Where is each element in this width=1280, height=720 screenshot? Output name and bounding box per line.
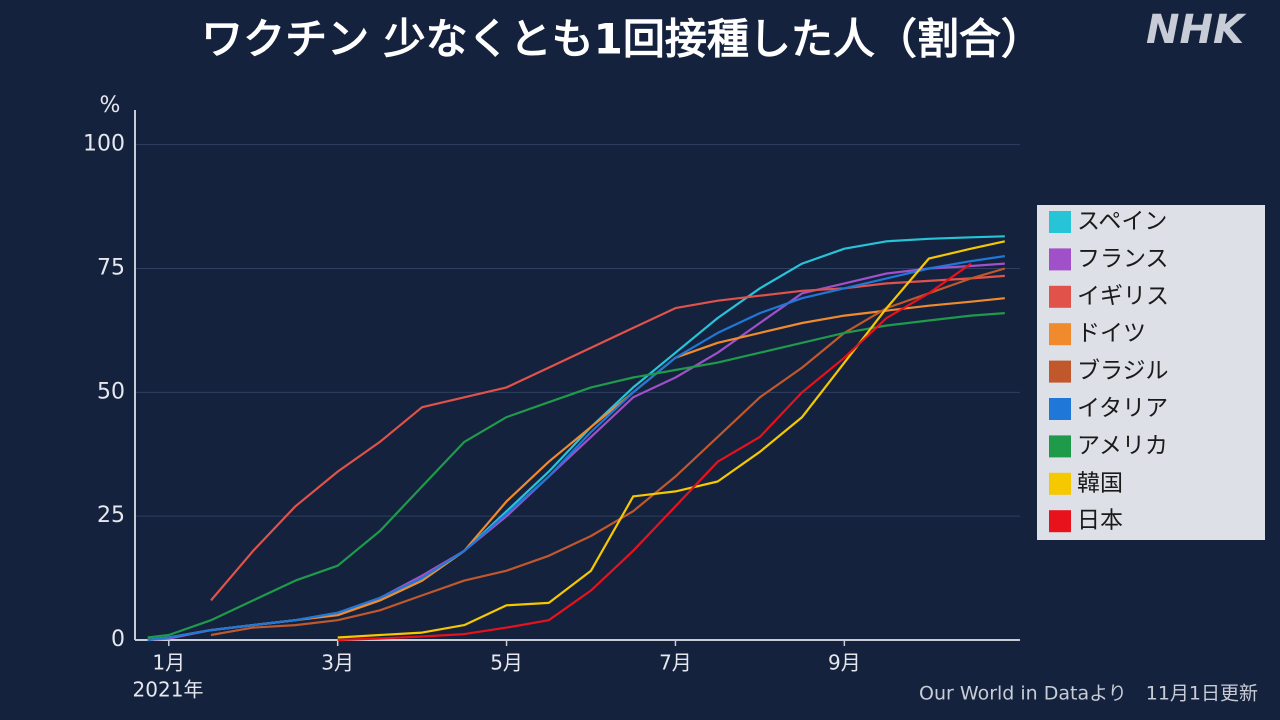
series-line bbox=[147, 312, 1005, 639]
legend-swatch bbox=[1049, 285, 1071, 308]
series-line bbox=[337, 262, 972, 642]
x-axis-year: 2021年 bbox=[133, 678, 204, 702]
chart-title: ワクチン 少なくとも1回接種した人（割合） bbox=[201, 15, 1043, 64]
x-tick-label: 5月 bbox=[490, 651, 523, 675]
y-tick-label: 100 bbox=[83, 132, 125, 157]
y-tick-label: 0 bbox=[111, 627, 125, 652]
legend-label: ブラジル bbox=[1077, 358, 1169, 384]
legend-label: 日本 bbox=[1077, 508, 1123, 534]
legend-swatch bbox=[1049, 248, 1071, 271]
y-axis-unit: % bbox=[100, 93, 121, 118]
x-tick-label: 9月 bbox=[828, 651, 861, 675]
legend-label: 韓国 bbox=[1077, 470, 1123, 496]
legend-swatch bbox=[1049, 398, 1071, 420]
legend-label: スペイン bbox=[1077, 209, 1167, 235]
legend-label: フランス bbox=[1077, 246, 1169, 272]
y-tick-label: 25 bbox=[97, 503, 125, 528]
legend-swatch bbox=[1049, 323, 1071, 346]
legend-swatch bbox=[1049, 510, 1071, 533]
y-tick-label: 75 bbox=[97, 256, 125, 281]
legend-label: イギリス bbox=[1077, 283, 1169, 309]
x-tick-label: 3月 bbox=[321, 651, 354, 675]
x-tick-label: 7月 bbox=[659, 651, 692, 675]
legend-box bbox=[1037, 205, 1265, 540]
legend-label: イタリア bbox=[1077, 396, 1168, 422]
legend-label: ドイツ bbox=[1077, 321, 1146, 347]
series-line bbox=[210, 274, 1005, 602]
x-tick-label: 1月 bbox=[152, 651, 185, 675]
legend-label: アメリカ bbox=[1077, 433, 1168, 459]
y-tick-label: 50 bbox=[97, 379, 125, 404]
series-line bbox=[147, 255, 1005, 642]
legend-swatch bbox=[1049, 211, 1071, 233]
series-line bbox=[210, 267, 1006, 637]
legend-swatch bbox=[1049, 435, 1071, 458]
legend-swatch bbox=[1049, 360, 1071, 383]
logo: NHK bbox=[1146, 7, 1247, 53]
legend-swatch bbox=[1049, 472, 1071, 495]
source-note: Our World in Dataより 11月1日更新 bbox=[919, 683, 1258, 705]
series-line bbox=[337, 240, 1006, 639]
